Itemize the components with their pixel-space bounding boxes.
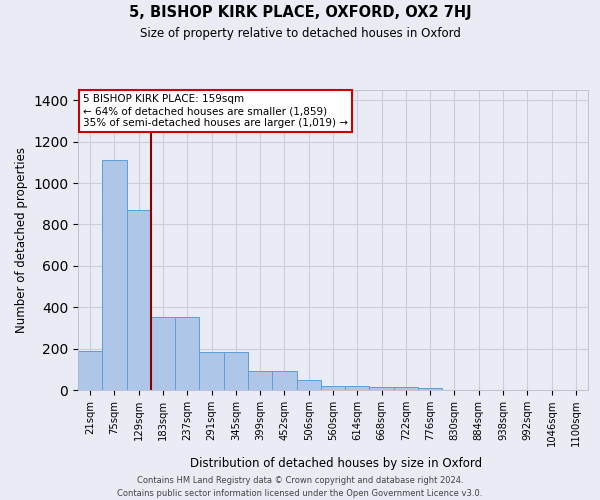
Text: Size of property relative to detached houses in Oxford: Size of property relative to detached ho… [140,28,460,40]
Bar [199,352,224,390]
Bar [127,210,151,390]
Bar [370,387,394,390]
Bar [78,350,102,390]
Bar [296,380,321,390]
Text: Contains HM Land Registry data © Crown copyright and database right 2024.
Contai: Contains HM Land Registry data © Crown c… [118,476,482,498]
Text: 5 BISHOP KIRK PLACE: 159sqm
← 64% of detached houses are smaller (1,859)
35% of : 5 BISHOP KIRK PLACE: 159sqm ← 64% of det… [83,94,348,128]
Bar [224,352,248,390]
Y-axis label: Number of detached properties: Number of detached properties [14,147,28,333]
Text: Distribution of detached houses by size in Oxford: Distribution of detached houses by size … [190,458,482,470]
Bar [102,160,127,390]
Bar [175,316,199,390]
Bar [418,388,442,390]
Bar [272,372,296,390]
Bar [345,386,370,390]
Bar [394,387,418,390]
Bar [248,372,272,390]
Bar [151,316,175,390]
Text: 5, BISHOP KIRK PLACE, OXFORD, OX2 7HJ: 5, BISHOP KIRK PLACE, OXFORD, OX2 7HJ [128,5,472,20]
Bar [321,386,345,390]
